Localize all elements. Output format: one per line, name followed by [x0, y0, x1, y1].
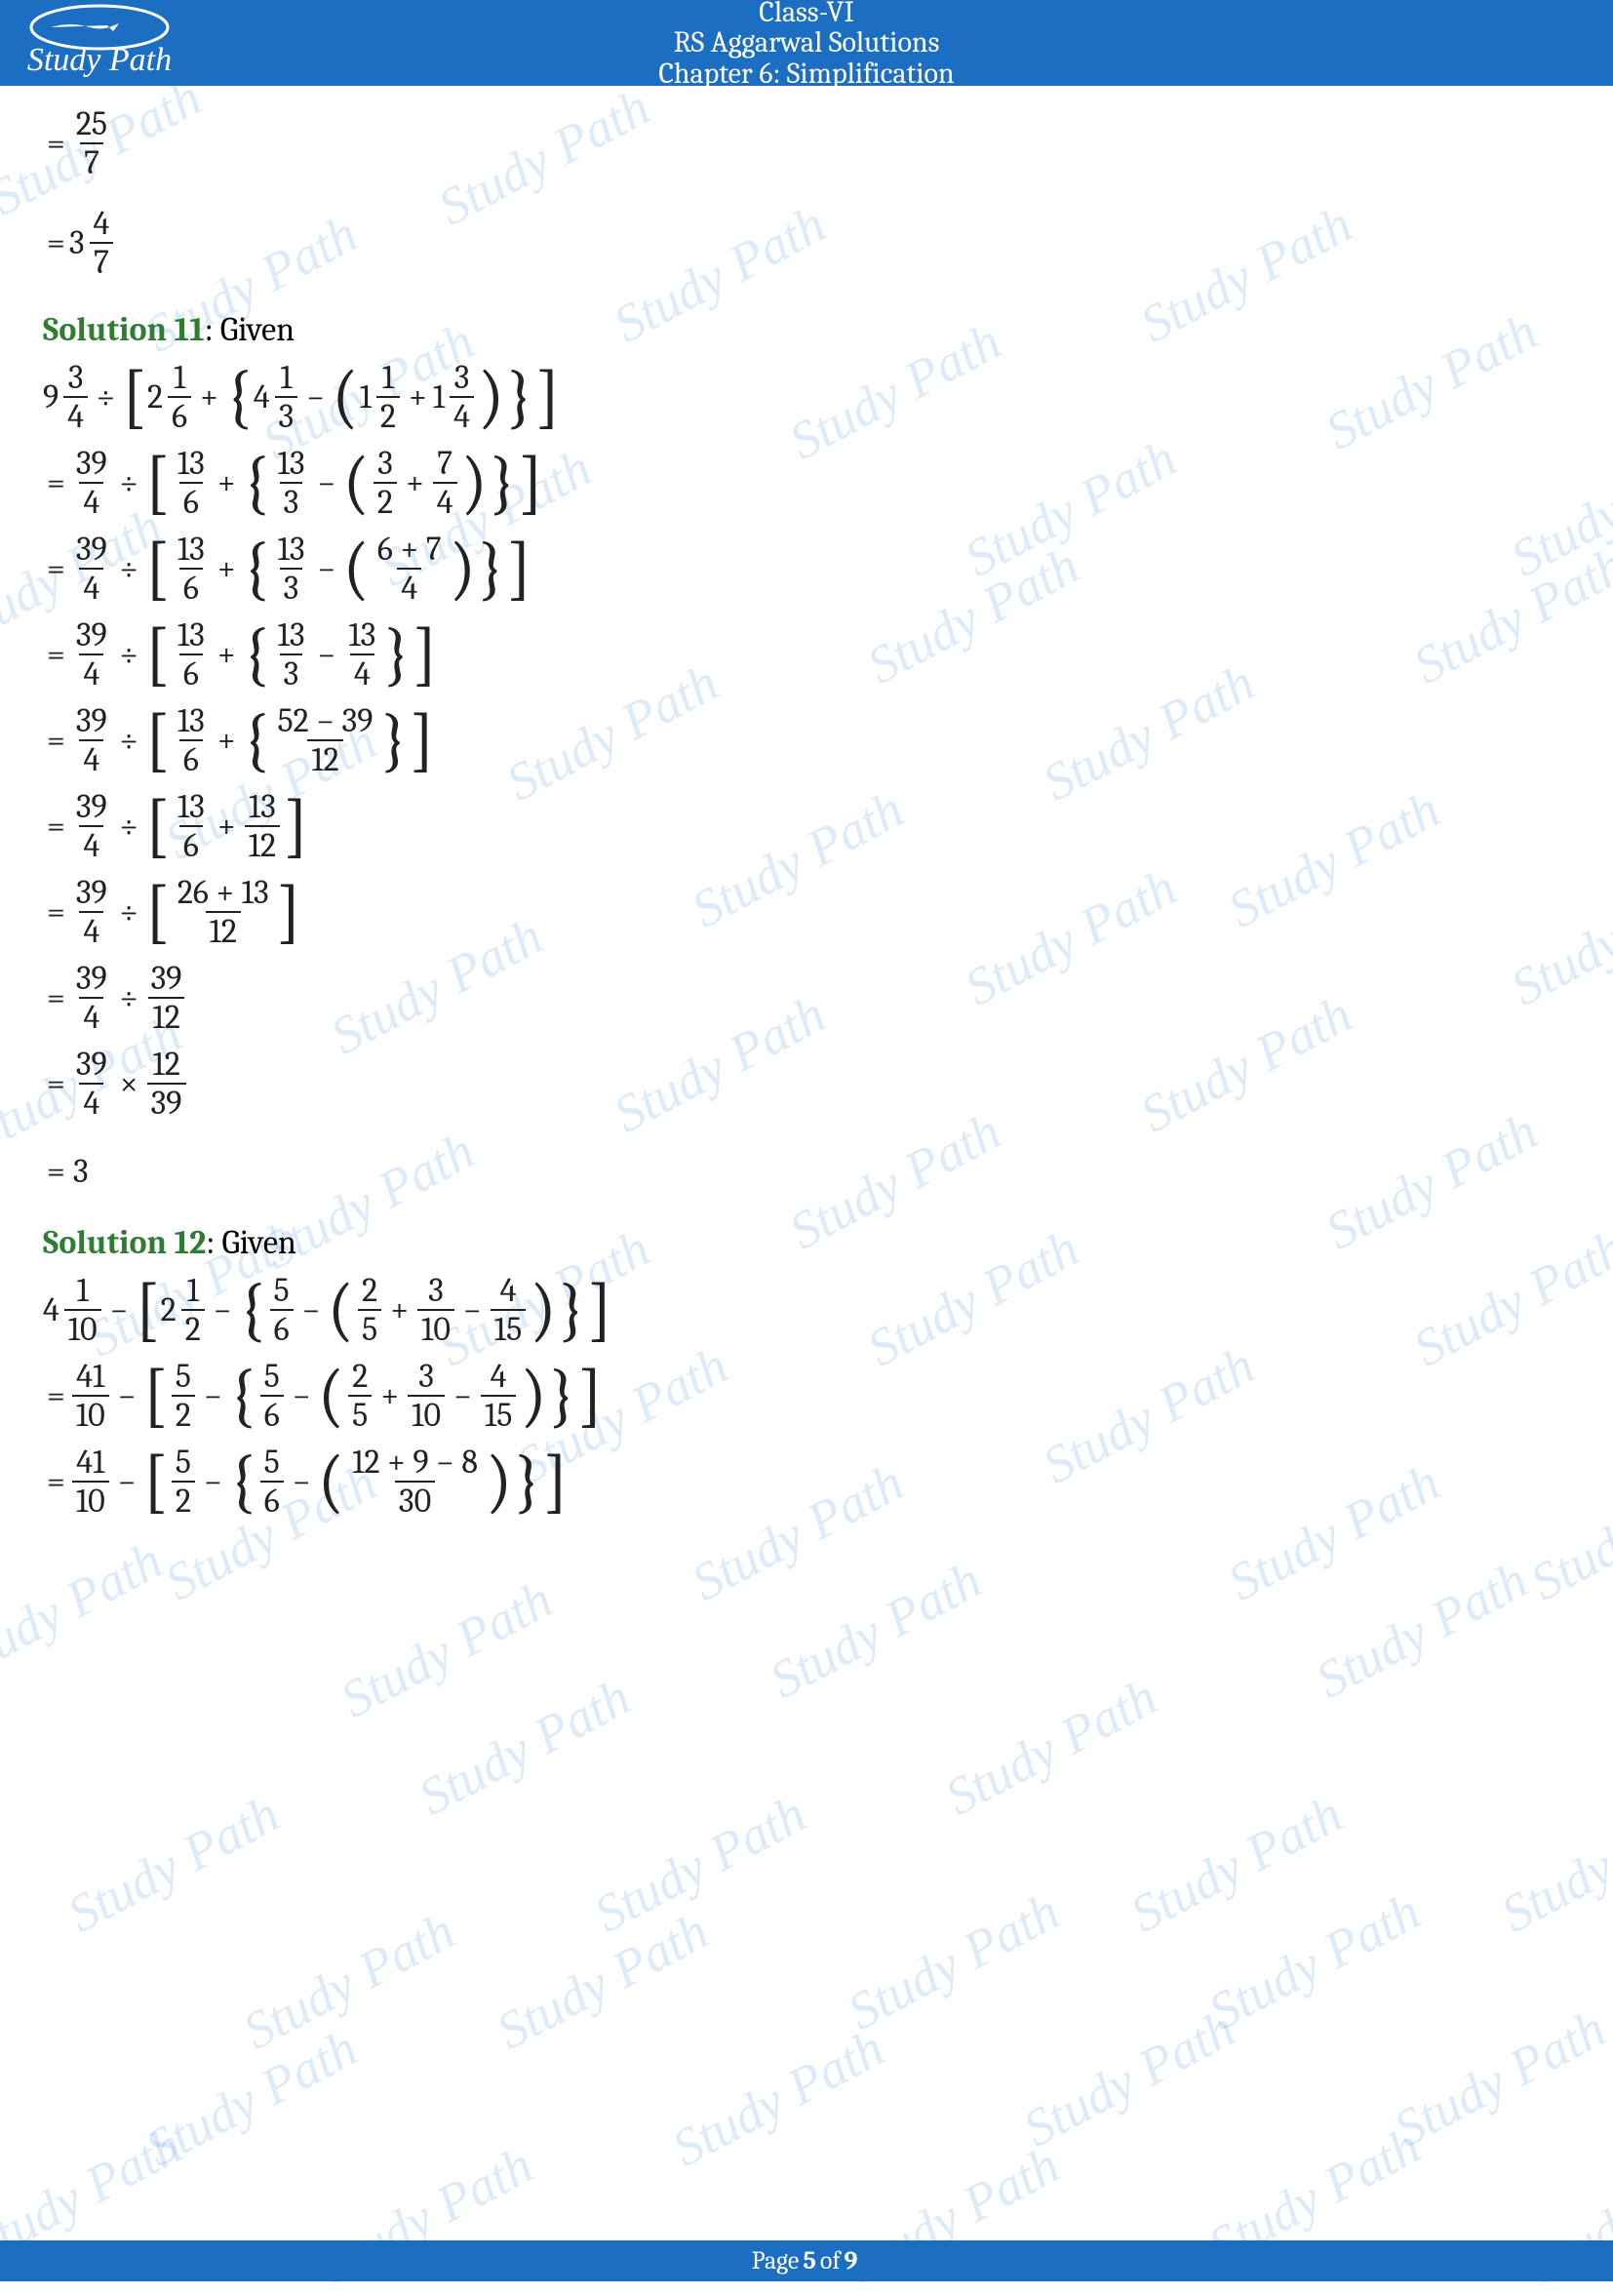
bracket-close — [534, 366, 561, 429]
watermark: Study Path — [136, 2017, 367, 2178]
given-text: : Given — [205, 310, 295, 349]
header-title-block: Class-VI RS Aggarwal Solutions Chapter 6… — [0, 0, 1613, 89]
watermark: Study Path — [935, 1666, 1166, 1827]
studypath-logo: Study Path — [12, 2, 187, 84]
page-content: = 25 7 = 3 47 Solution 11: Given 934 ÷ 2… — [0, 86, 1613, 1520]
solution-label: Solution 11 — [43, 310, 205, 349]
footer-page-prefix: Page — [752, 2246, 800, 2276]
equals: = — [43, 223, 69, 262]
brace-open — [224, 366, 254, 429]
sol12-step-2: = 4110 − 52 − 56 − 25 + 310 − 415 — [43, 1358, 1570, 1434]
watermark: Study Path — [58, 1783, 289, 1944]
sol11-step-7: = 394 ÷ 26 + 1312 — [43, 874, 1570, 950]
watermark: Study Path — [1491, 1783, 1613, 1944]
watermark: Study Path — [487, 1900, 718, 2061]
equals: = — [43, 124, 69, 163]
header-line-3: Chapter 6: Simplification — [0, 59, 1613, 90]
watermark: Study Path — [1121, 1783, 1352, 1944]
brace-close — [505, 366, 534, 429]
watermark: Study Path — [838, 1880, 1069, 2041]
mixed-number: 3 47 — [69, 207, 116, 279]
watermark: Study Path — [409, 1666, 640, 1827]
sol11-step-5: = 394 ÷ 136 + 52 − 3912 — [43, 702, 1570, 778]
watermark: Study Path — [1199, 1880, 1430, 2041]
sol11-step-1: 934 ÷ 216 + 413 − 112 + 134 — [43, 359, 1570, 435]
sol12-step-1: 4110 − 212 − 56 − 25 + 310 − 415 — [43, 1272, 1570, 1348]
footer-page-current: 5 — [799, 2246, 820, 2276]
sol10-step: = 25 7 — [43, 105, 1570, 181]
bracket-open — [121, 366, 147, 429]
paren-close — [477, 366, 506, 429]
solution-12-heading: Solution 12: Given — [43, 1223, 1570, 1262]
footer-page-total: 9 — [840, 2246, 861, 2276]
watermark: Study Path — [760, 1549, 991, 1710]
watermark: Study Path — [1384, 1998, 1613, 2158]
solution-label: Solution 12 — [43, 1223, 206, 1262]
given-text: : Given — [206, 1223, 295, 1262]
svg-text:Study Path: Study Path — [27, 42, 172, 78]
watermark: Study Path — [662, 2017, 893, 2178]
sol11-step-10: = 3 — [43, 1133, 1570, 1209]
paren-open — [331, 366, 360, 429]
fraction: 25 7 — [72, 107, 111, 179]
watermark: Study Path — [584, 1783, 815, 1944]
sol10-step: = 3 47 — [43, 205, 1570, 281]
page-footer: Page 5 of 9 — [0, 2240, 1613, 2281]
sol11-step-8: = 394 ÷ 3912 — [43, 960, 1570, 1036]
watermark: Study Path — [331, 1568, 562, 1729]
sol11-step-6: = 394 ÷ 136 + 1312 — [43, 788, 1570, 864]
page-header: Study Path Class-VI RS Aggarwal Solution… — [0, 0, 1613, 86]
sol11-step-3: = 394 ÷ 136 + 133 − 6 + 74 — [43, 531, 1570, 607]
header-line-2: RS Aggarwal Solutions — [0, 27, 1613, 59]
sol11-step-4: = 394 ÷ 136 + 133 − 134 — [43, 616, 1570, 693]
watermark: Study Path — [1306, 1549, 1537, 1710]
sol11-step-9: = 394 × 1239 — [43, 1046, 1570, 1122]
watermark: Study Path — [233, 1900, 464, 2061]
header-line-1: Class-VI — [0, 0, 1613, 27]
watermark: Study Path — [1013, 1998, 1244, 2158]
sol11-step-2: = 394 ÷ 136 + 133 − 32 + 74 — [43, 445, 1570, 521]
sol12-step-3: = 4110 − 52 − 56 − 12 + 9 − 830 — [43, 1444, 1570, 1520]
watermark: Study Path — [0, 1529, 172, 1690]
footer-page-of: of — [820, 2246, 841, 2276]
solution-11-heading: Solution 11: Given — [43, 310, 1570, 349]
